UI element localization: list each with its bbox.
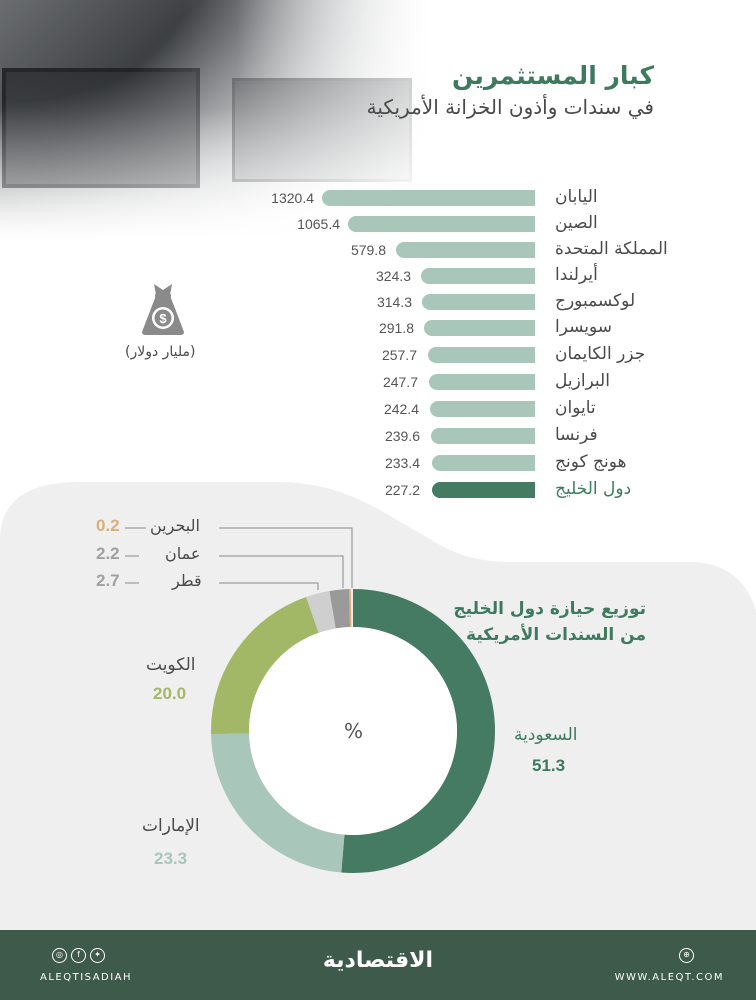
bar-value: 314.3 (376, 294, 412, 310)
bar-value: 227.2 (384, 482, 420, 498)
legend-oman: عمان (165, 544, 201, 563)
bar-row-highlight: 227.2 دول الخليج (0, 478, 756, 504)
bar-label: جزر الكايمان (555, 344, 646, 364)
bar-label: البرازيل (555, 371, 610, 391)
money-bag-icon: $ (142, 284, 184, 335)
bar-row: 291.8 سويسرا (0, 316, 756, 342)
svg-text:$: $ (159, 311, 167, 326)
bar-row: 239.6 فرنسا (0, 424, 756, 450)
legend-saudi-value: 51.3 (532, 756, 566, 775)
bar-value: 1065.4 (297, 216, 340, 232)
donut-title: توزيع حيازة دول الخليج من السندات الأمري… (453, 599, 646, 645)
bar-row: 1065.4 الصين (0, 212, 756, 238)
legend-qatar: قطر (172, 571, 202, 590)
bar-label: المملكة المتحدة (555, 239, 668, 259)
bar-value: 233.4 (384, 455, 420, 471)
bar (422, 294, 535, 310)
segment-saudi (211, 589, 495, 873)
chart-title: كبار المستثمرين (452, 61, 654, 90)
bar (430, 401, 535, 417)
bar-row: 1320.4 اليابان (0, 186, 756, 212)
bar-row: 247.7 البرازيل (0, 370, 756, 396)
bar (432, 455, 535, 471)
legend-bahrain: البحرين (150, 516, 200, 535)
bar-value: 247.7 (382, 374, 418, 390)
bar-row: 579.8 المملكة المتحدة (0, 238, 756, 264)
bar (429, 374, 535, 390)
twitter-icon[interactable]: ✦ (90, 948, 105, 963)
chart-subtitle: في سندات وأذون الخزانة الأمريكية (366, 95, 654, 119)
legend-qatar-value: 2.7 (96, 571, 120, 590)
brand-logo: الاقتصادية (322, 948, 434, 973)
legend-oman-value: 2.2 (96, 544, 120, 563)
footer: ◎ f ✦ ALEQTISADIAH الاقتصادية ⊕ WWW.ALEQ… (0, 930, 756, 1000)
bar-row: 314.3 لوكسمبورج (0, 290, 756, 316)
title-block: كبار المستثمرين في سندات وأذون الخزانة ا… (367, 60, 654, 122)
bar (424, 320, 535, 336)
bar-highlight (432, 482, 535, 498)
legend-bahrain-value: 0.2 (96, 516, 120, 535)
bar (421, 268, 535, 284)
bar (431, 428, 535, 444)
facebook-icon[interactable]: f (71, 948, 86, 963)
bar-value: 242.4 (383, 401, 419, 417)
bar-label: اليابان (555, 187, 598, 207)
bar-label: تايوان (555, 398, 596, 418)
segment-kuwait (211, 589, 495, 873)
social-handle[interactable]: ALEQTISADIAH (40, 972, 133, 983)
bar-label: أيرلندا (555, 265, 598, 285)
bar-value: 1320.4 (271, 190, 314, 206)
bar-row: 233.4 هونج كونج (0, 451, 756, 477)
bar (322, 190, 535, 206)
instagram-icon[interactable]: ◎ (52, 948, 67, 963)
website-link[interactable]: WWW.ALEQT.COM (614, 972, 724, 983)
bar (428, 347, 535, 363)
bar (396, 242, 535, 258)
bar (348, 216, 535, 232)
bar-value: 257.7 (381, 347, 417, 363)
bar-label: دول الخليج (555, 479, 632, 499)
bar-row: 242.4 تايوان (0, 397, 756, 423)
legend-kuwait: الكويت (146, 655, 196, 675)
bar-label: هونج كونج (555, 452, 627, 472)
bar-label: الصين (555, 213, 598, 233)
donut-center-label: % (344, 719, 364, 743)
legend-saudi: السعودية (514, 725, 578, 745)
legend-kuwait-value: 20.0 (153, 684, 187, 703)
legend-uae: الإمارات (142, 816, 200, 836)
bar-row: 257.7 جزر الكايمان (0, 343, 756, 369)
bar-value: 579.8 (350, 242, 386, 258)
unit-label: (مليار دولار) (125, 344, 196, 360)
bar-value: 239.6 (384, 428, 420, 444)
bar-label: سويسرا (555, 317, 613, 337)
bar-row: 324.3 أيرلندا (0, 264, 756, 290)
globe-icon: ⊕ (679, 948, 694, 963)
bar-label: لوكسمبورج (555, 291, 636, 311)
bar-label: فرنسا (555, 425, 598, 445)
header-photo (0, 0, 430, 240)
bar-value: 324.3 (375, 268, 411, 284)
bar-value: 291.8 (378, 320, 414, 336)
social-icons: ◎ f ✦ (52, 948, 105, 963)
legend-uae-value: 23.3 (154, 849, 188, 868)
